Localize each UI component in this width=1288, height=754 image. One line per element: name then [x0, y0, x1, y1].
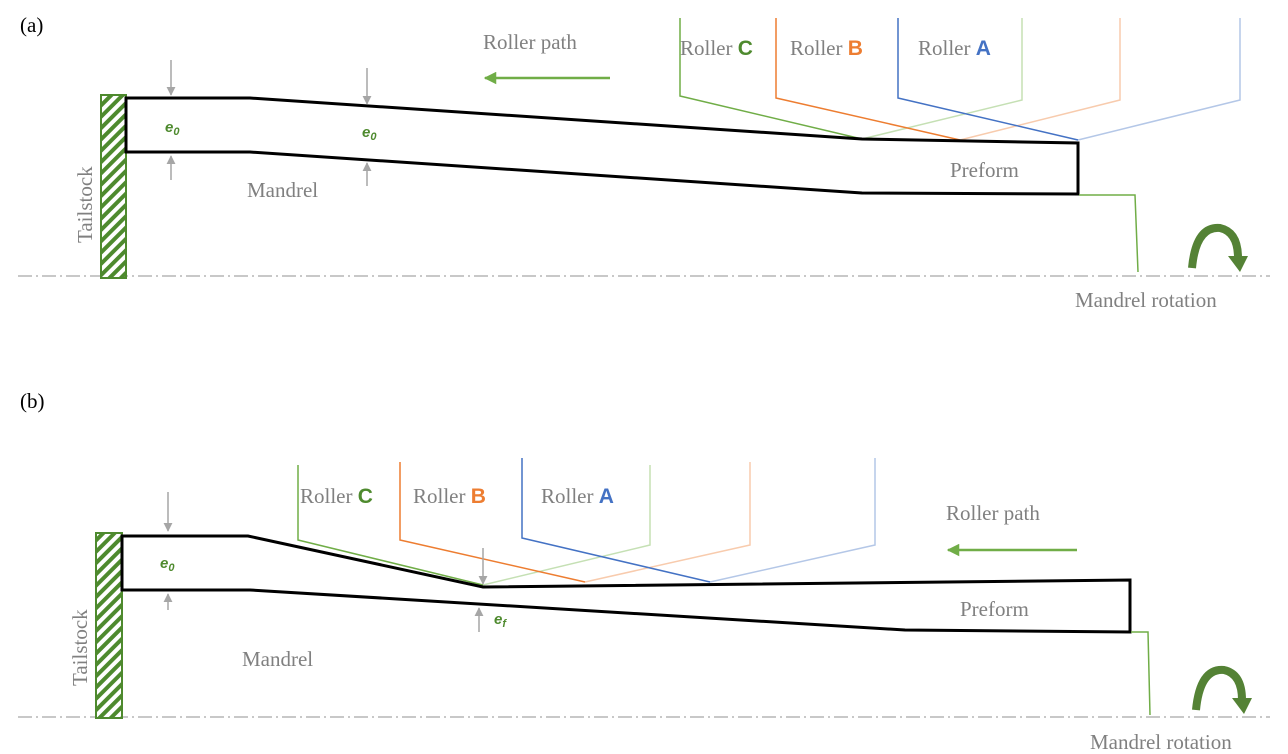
- roller-path-label: Roller path: [483, 30, 577, 54]
- roller-label: Roller B: [790, 36, 863, 60]
- thickness-label: e0: [160, 555, 175, 574]
- preform-label: Preform: [950, 158, 1019, 182]
- roller-label: Roller B: [413, 484, 486, 508]
- roller-label: Roller C: [300, 484, 373, 508]
- roller-label: Roller A: [918, 36, 991, 60]
- thickness-label: e0: [165, 119, 180, 138]
- roller-letter: B: [848, 37, 863, 60]
- roller-c: [679, 18, 863, 140]
- mandrel-label: Mandrel: [242, 647, 313, 671]
- preform-outline: [120, 534, 1132, 634]
- symbol: e: [362, 124, 370, 141]
- mandrel-edge: [1131, 631, 1151, 716]
- roller-a: [521, 458, 711, 583]
- tailstock-label: Tailstock: [68, 609, 92, 686]
- rotation-label: Mandrel rotation: [1090, 730, 1232, 754]
- roller-word: Roller: [541, 484, 594, 508]
- tailstock: [100, 94, 127, 279]
- roller-word: Roller: [413, 484, 466, 508]
- thickness-label: ef: [494, 611, 507, 630]
- subscript: 0: [173, 126, 180, 138]
- roller-a: [897, 18, 1079, 141]
- subscript: 0: [168, 562, 175, 574]
- thickness-label: e0: [362, 124, 377, 143]
- roller-c-faint: [861, 18, 1023, 140]
- roller-b-faint: [959, 18, 1121, 141]
- roller-letter: B: [471, 485, 486, 508]
- roller-a-faint: [1077, 18, 1241, 141]
- roller-path-label: Roller path: [946, 501, 1040, 525]
- rotation-arrowhead: [1228, 256, 1248, 272]
- panel-label: (b): [20, 389, 45, 413]
- preform-outline: [124, 96, 1080, 196]
- roller-letter: C: [358, 485, 373, 508]
- roller-b: [399, 462, 586, 583]
- rotation-arrow: [1192, 665, 1246, 711]
- roller-word: Roller: [300, 484, 353, 508]
- roller-c: [297, 465, 484, 586]
- symbol: e: [160, 555, 168, 572]
- roller-a-faint: [709, 458, 876, 583]
- rotation-arrowhead: [1232, 698, 1252, 714]
- roller-word: Roller: [790, 36, 843, 60]
- tailstock-label: Tailstock: [73, 166, 97, 243]
- roller-word: Roller: [680, 36, 733, 60]
- mandrel-edge: [1079, 194, 1139, 273]
- roller-b: [775, 18, 961, 141]
- mandrel-label: Mandrel: [247, 178, 318, 202]
- preform-label: Preform: [960, 597, 1029, 621]
- symbol: e: [494, 611, 502, 628]
- roller-letter: C: [738, 37, 753, 60]
- roller-word: Roller: [918, 36, 971, 60]
- roller-label: Roller A: [541, 484, 614, 508]
- roller-label: Roller C: [680, 36, 753, 60]
- roller-letter: A: [599, 485, 614, 508]
- subscript: 0: [370, 131, 377, 143]
- subscript: f: [502, 618, 507, 630]
- rotation-arrow: [1188, 223, 1242, 269]
- roller-letter: A: [976, 37, 991, 60]
- roller-c-faint: [482, 465, 651, 586]
- tailstock: [95, 532, 123, 719]
- roller-b-faint: [584, 462, 751, 583]
- rotation-label: Mandrel rotation: [1075, 288, 1217, 312]
- panel-label: (a): [20, 13, 43, 37]
- symbol: e: [165, 119, 173, 136]
